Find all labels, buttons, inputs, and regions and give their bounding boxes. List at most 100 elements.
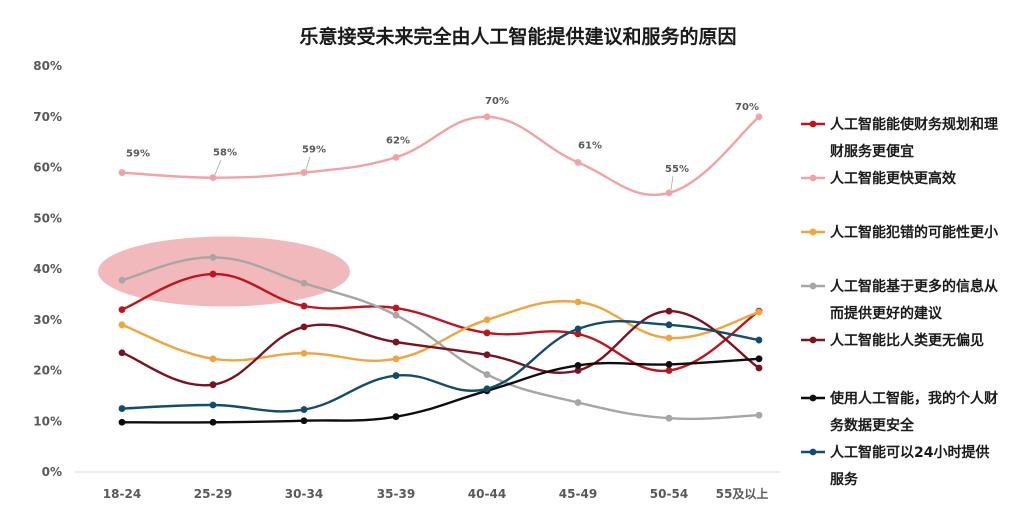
chart-title: 乐意接受未来完全由人工智能提供建议和服务的原因	[299, 25, 736, 48]
legend-label: 人工智能更快更高效	[830, 170, 957, 187]
legend-item-4: 人工智能比人类更无偏见	[801, 332, 984, 349]
data-point	[483, 329, 491, 337]
series-line	[121, 357, 760, 424]
legend-label: 务数据更安全	[830, 417, 915, 434]
legend-item-2: 人工智能犯错的可能性更小	[801, 224, 998, 241]
data-point	[209, 253, 217, 261]
data-point	[392, 338, 400, 346]
data-point	[574, 298, 582, 306]
data-point	[574, 362, 582, 369]
data-point	[665, 367, 673, 374]
data-point	[483, 351, 491, 359]
data-point	[574, 159, 582, 166]
y-tick-label: 20%	[33, 364, 62, 378]
data-point	[300, 302, 308, 310]
data-point	[755, 411, 763, 419]
y-tick-label: 80%	[33, 59, 62, 73]
data-point	[118, 418, 126, 426]
legend-marker	[809, 174, 817, 182]
data-label: 62%	[386, 135, 410, 146]
data-point	[665, 334, 673, 342]
data-point	[574, 325, 582, 333]
legend-label: 服务	[830, 471, 859, 488]
x-tick-label: 40-44	[468, 487, 506, 501]
data-point	[392, 355, 400, 363]
data-label: 59%	[126, 149, 150, 160]
data-point	[665, 414, 673, 422]
data-point	[209, 174, 217, 182]
y-tick-label: 70%	[33, 110, 62, 124]
series-5	[118, 355, 763, 426]
data-point	[118, 321, 126, 329]
x-tick-label: 25-29	[194, 487, 232, 501]
data-point	[755, 364, 763, 372]
data-point	[483, 113, 491, 121]
legend-label: 人工智能犯错的可能性更小	[830, 224, 998, 241]
data-label: 70%	[485, 96, 509, 107]
series-3	[118, 253, 763, 422]
data-label: 58%	[213, 148, 237, 159]
y-tick-label: 40%	[33, 262, 62, 276]
data-point	[300, 406, 308, 413]
series-line	[121, 309, 760, 387]
data-point	[209, 401, 217, 409]
data-label-leader	[670, 175, 674, 190]
data-point	[300, 417, 308, 425]
legend-marker	[809, 448, 817, 456]
data-point	[392, 153, 400, 161]
data-point	[118, 276, 126, 284]
data-point	[574, 399, 582, 406]
x-tick-label: 35-39	[377, 487, 415, 501]
data-label: 61%	[578, 140, 602, 151]
y-tick-label: 50%	[33, 211, 62, 225]
data-point	[118, 405, 126, 412]
data-point	[665, 307, 673, 315]
data-point	[209, 270, 217, 278]
data-point	[118, 349, 126, 357]
x-tick-label: 55及以上	[716, 486, 769, 501]
legend-label: 而提供更好的建议	[830, 305, 943, 322]
legend-label: 财服务更便宜	[829, 143, 914, 160]
data-point	[300, 349, 308, 357]
data-point	[755, 308, 763, 316]
data-point	[392, 304, 400, 312]
x-tick-label: 30-34	[285, 487, 323, 501]
legend-marker	[809, 228, 817, 236]
legend-marker	[809, 394, 817, 402]
data-point	[574, 367, 582, 374]
legend-marker	[809, 336, 817, 344]
data-label-leader	[305, 156, 311, 170]
data-point	[755, 336, 763, 344]
legend-label: 人工智能可以24小时提供	[830, 444, 989, 461]
data-label: 70%	[735, 102, 759, 113]
series-2	[118, 298, 763, 363]
legend-marker	[809, 120, 817, 128]
data-point	[392, 372, 400, 379]
x-tick-label: 50-54	[650, 487, 688, 501]
data-point	[392, 413, 400, 421]
legend-label: 使用人工智能，我的个人财	[829, 390, 998, 407]
y-tick-label: 10%	[33, 414, 62, 428]
legend-item-1: 人工智能更快更高效	[801, 170, 957, 187]
data-point	[483, 316, 491, 324]
y-tick-label: 30%	[33, 313, 62, 327]
data-point	[209, 418, 217, 426]
data-point	[665, 189, 673, 197]
data-point	[118, 169, 126, 176]
legend-label: 人工智能比人类更无偏见	[830, 332, 984, 349]
series-6	[118, 320, 763, 413]
y-tick-label: 0%	[42, 465, 62, 479]
y-tick-label: 60%	[33, 161, 62, 175]
data-point	[665, 361, 673, 368]
series-line	[121, 320, 760, 413]
data-point	[300, 279, 308, 287]
data-point	[300, 323, 308, 331]
series-4	[118, 307, 763, 389]
data-point	[392, 311, 400, 319]
data-point	[483, 385, 491, 393]
data-label-leader	[214, 159, 222, 175]
